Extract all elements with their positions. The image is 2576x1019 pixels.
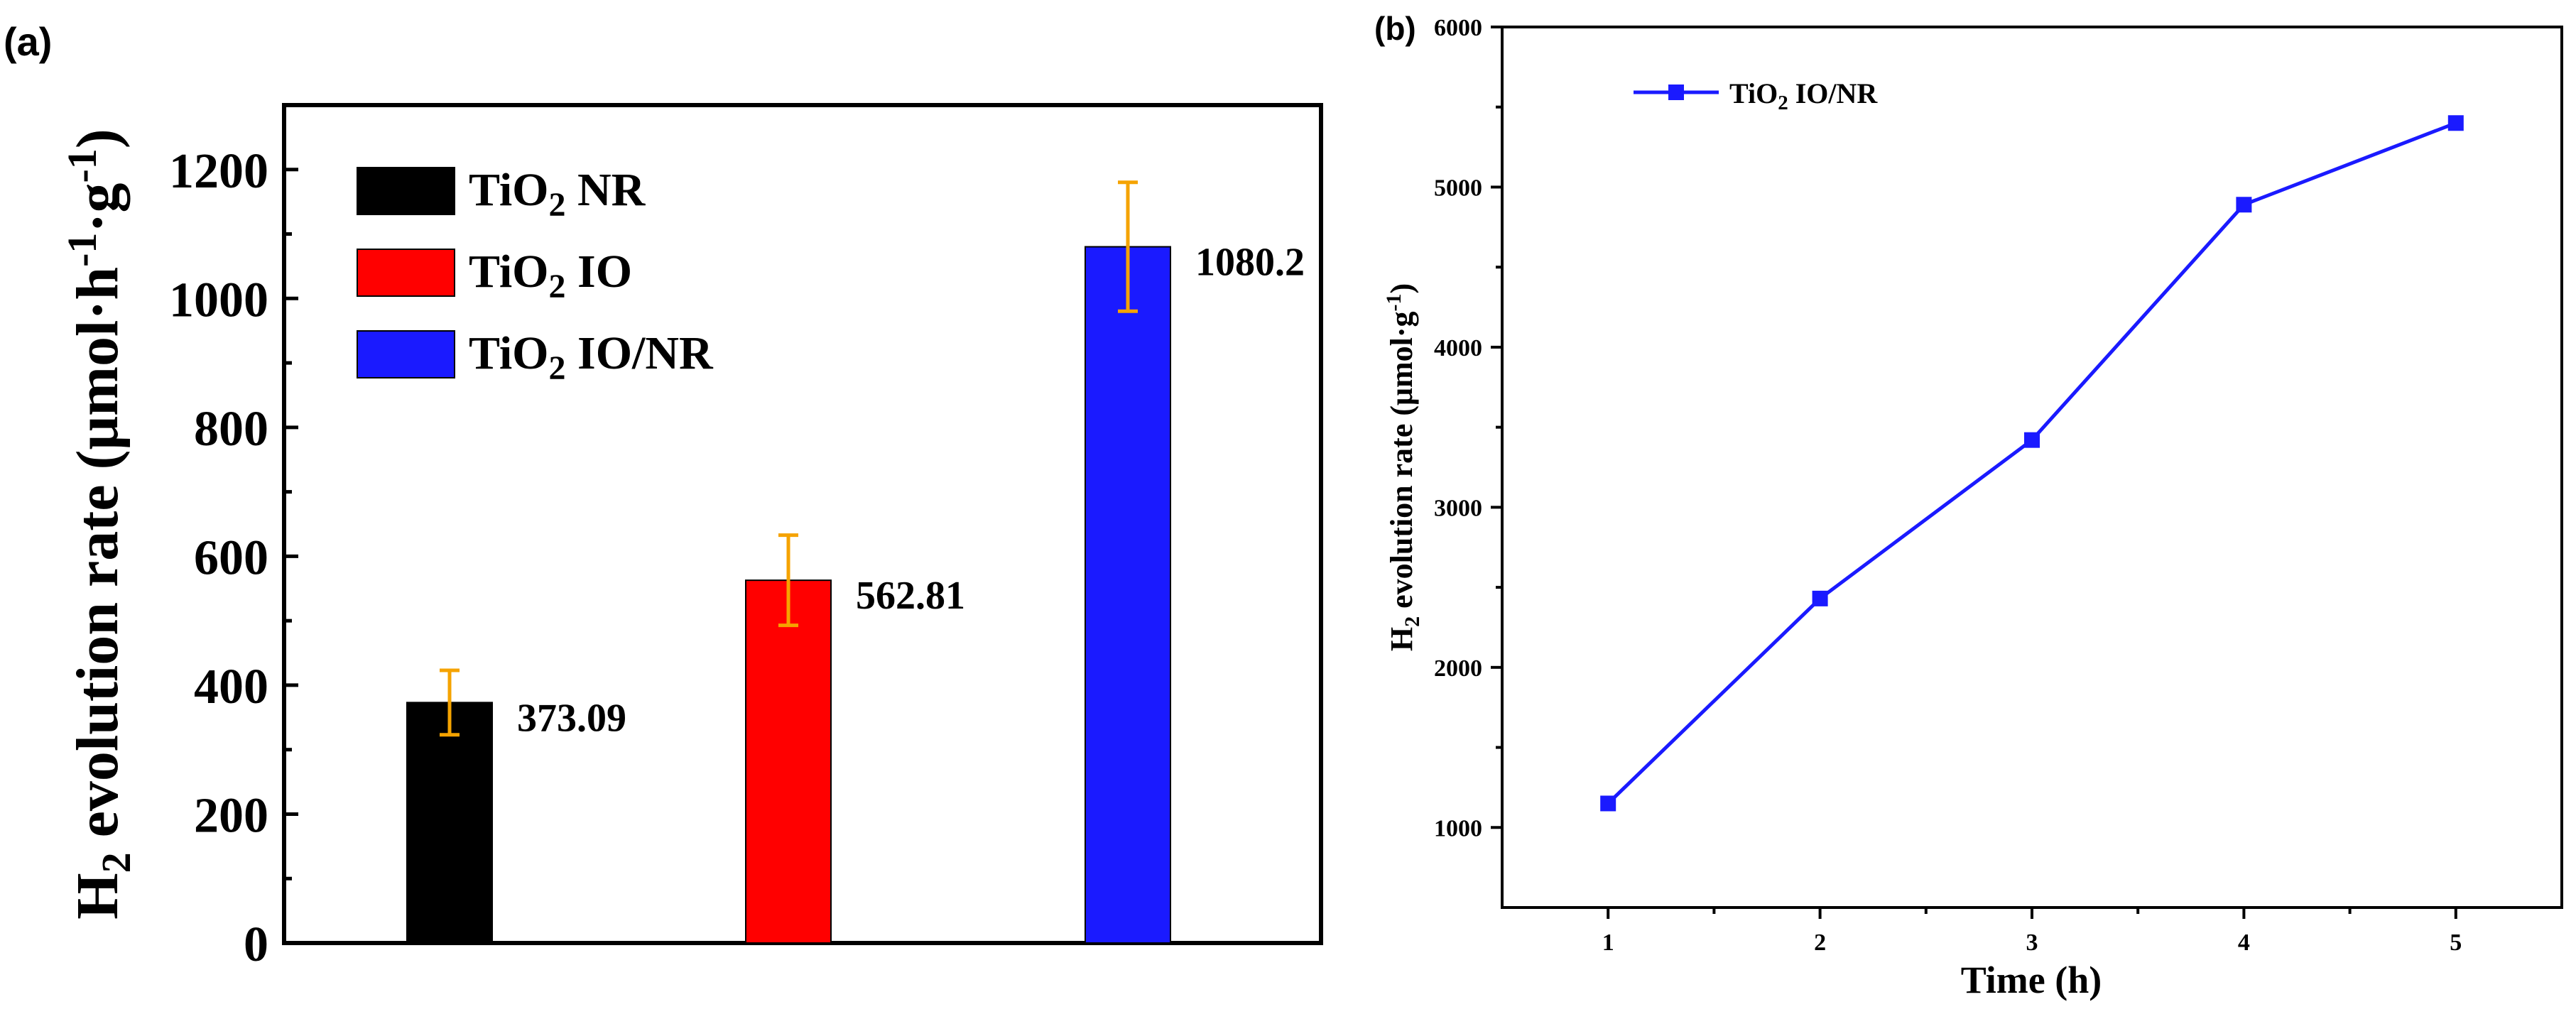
y2-title-h: H bbox=[1384, 627, 1419, 651]
panel-b-label: (b) bbox=[1374, 10, 1416, 47]
line-chart-legend: TiO2 IO/NR bbox=[1634, 77, 1878, 114]
data-point bbox=[2024, 432, 2040, 448]
legend-label-rest: NR bbox=[566, 164, 646, 216]
y2-title-close: ) bbox=[1384, 283, 1419, 294]
legend-swatch bbox=[357, 330, 455, 378]
y-tick-label: 600 bbox=[194, 530, 268, 585]
bar-chart-error-bars bbox=[440, 180, 1138, 737]
bar bbox=[406, 702, 493, 944]
panel-a-label: (a) bbox=[4, 19, 52, 64]
bar-chart-y-axis: 0 200 400 600 800 1000 1200 bbox=[169, 144, 298, 972]
legend-label-sub: 2 bbox=[549, 268, 566, 305]
y-tick-label: 2000 bbox=[1434, 655, 1482, 682]
y-title-h: H bbox=[65, 873, 131, 919]
y2-title-sup: -1 bbox=[1382, 293, 1406, 311]
y-tick-label: 6000 bbox=[1434, 15, 1482, 41]
value-label: 373.09 bbox=[517, 696, 626, 740]
data-point bbox=[1812, 590, 1828, 606]
legend-label-base: TiO bbox=[469, 246, 549, 298]
line-chart-x-axis-title: Time (h) bbox=[1961, 959, 2102, 1001]
bar-chart: 0 200 400 600 800 1000 1200 373.09 562.81 1080.2… bbox=[59, 103, 1323, 972]
y-tick-label: 0 bbox=[244, 917, 268, 972]
bar bbox=[1085, 246, 1171, 944]
line-chart-y-axis: 1000 2000 3000 4000 5000 6000 bbox=[1434, 15, 1502, 841]
series-line bbox=[1607, 121, 2457, 805]
line-chart-plot-frame bbox=[1501, 26, 2563, 909]
y-title-sup1: -1 bbox=[59, 233, 105, 267]
y-tick-label: 5000 bbox=[1434, 175, 1482, 201]
y-tick-label: 400 bbox=[194, 660, 268, 714]
bar-chart-y-axis-title: H2 evolution rate (μmol·h-1·g-1) bbox=[59, 129, 139, 920]
y-tick-label: 1200 bbox=[169, 144, 268, 199]
x-tick-label: 4 bbox=[2238, 930, 2250, 956]
x-tick-label: 3 bbox=[2026, 930, 2038, 956]
legend-label-rest: IO bbox=[566, 246, 633, 298]
legend-swatch bbox=[357, 249, 455, 297]
legend-label-base: TiO bbox=[469, 327, 549, 379]
x-tick-label: 2 bbox=[1814, 930, 1826, 956]
y-title-dot: ·g bbox=[65, 183, 131, 233]
bar bbox=[745, 579, 832, 944]
data-point bbox=[1600, 795, 1616, 812]
y-tick-label: 1000 bbox=[1434, 815, 1482, 841]
legend-label-sub: 2 bbox=[549, 186, 566, 224]
x-tick-label: 5 bbox=[2450, 930, 2462, 956]
legend-label: TiO2 IO bbox=[469, 246, 632, 305]
y2-title-rest: evolution rate (μmol·g bbox=[1384, 311, 1419, 616]
legend-label-base: TiO bbox=[469, 164, 549, 216]
data-point bbox=[2447, 115, 2464, 131]
y-tick-label: 1000 bbox=[169, 273, 268, 327]
legend-swatch bbox=[357, 167, 455, 215]
legend-label: TiO2 IO/NR bbox=[469, 327, 714, 387]
y-tick-label: 200 bbox=[194, 788, 268, 843]
legend-label-rest: IO/NR bbox=[566, 327, 714, 379]
y-title-close: ) bbox=[65, 129, 131, 148]
line-chart-y-axis-title: H2 evolution rate (μmol·g-1) bbox=[1382, 283, 1424, 651]
y2-title-sub: 2 bbox=[1401, 616, 1424, 627]
y-tick-label: 4000 bbox=[1434, 335, 1482, 361]
data-point bbox=[2236, 197, 2252, 213]
y-title-sub: 2 bbox=[93, 852, 139, 873]
bar-chart-value-labels: 373.09 562.81 1080.2 bbox=[517, 241, 1305, 741]
y-tick-label: 800 bbox=[194, 402, 268, 457]
line-chart-x-axis: 1 2 3 4 5 bbox=[1602, 908, 2462, 956]
x-tick-label: 1 bbox=[1602, 930, 1614, 956]
legend-label-base: TiO bbox=[1729, 77, 1778, 109]
legend-marker bbox=[1668, 85, 1684, 100]
line-chart-series bbox=[1600, 115, 2464, 812]
y-tick-label: 3000 bbox=[1434, 495, 1482, 521]
bar-chart-bars bbox=[406, 246, 1171, 944]
value-label: 1080.2 bbox=[1195, 241, 1305, 285]
y-title-sup2: -1 bbox=[59, 148, 105, 182]
legend-label-sub: 2 bbox=[549, 349, 566, 387]
y-title-rest: evolution rate (μmol·h bbox=[65, 267, 131, 853]
legend-label: TiO2 IO/NR bbox=[1729, 77, 1878, 114]
legend-label: TiO2 NR bbox=[469, 164, 646, 224]
legend-label-rest: IO/NR bbox=[1788, 77, 1879, 109]
legend-label-sub: 2 bbox=[1778, 92, 1788, 114]
value-label: 562.81 bbox=[856, 574, 965, 618]
